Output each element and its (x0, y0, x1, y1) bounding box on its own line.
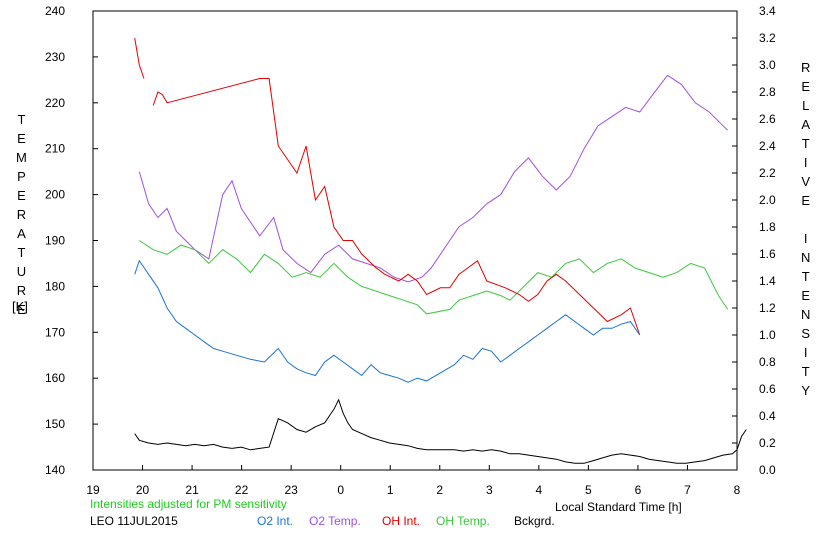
axis-label-letter: S (801, 326, 811, 341)
series-oh-int (134, 37, 641, 336)
left-tick-label: 240 (45, 4, 65, 18)
axis-label-letter: A (801, 117, 811, 132)
axis-label-letter: M (16, 150, 27, 165)
left-tick-label: 170 (45, 325, 65, 339)
right-tick-label: 3.2 (759, 31, 776, 45)
left-tick-label: 180 (45, 279, 65, 293)
axis-label-letter: R (16, 207, 27, 222)
x-tick-label: 8 (734, 483, 741, 497)
axis-label-letter: N (801, 250, 811, 265)
x-tick-label: 20 (136, 483, 150, 497)
left-tick-label: 160 (45, 371, 65, 385)
axis-label-letter: T (17, 112, 26, 127)
right-tick-label: 2.0 (759, 193, 776, 207)
x-tick-label: 3 (486, 483, 493, 497)
left-tick-label: 150 (45, 417, 65, 431)
axis-label-letter: V (801, 174, 811, 189)
left-tick-label: 190 (45, 234, 65, 248)
left-tick-label: 140 (45, 463, 65, 477)
left-axis-unit: [K] (12, 299, 28, 314)
axis-label-letter: T (801, 269, 810, 284)
axis-label-letter: L (802, 98, 810, 113)
legend-bckgrd: Bckgrd. (514, 514, 555, 528)
axis-label-letter: I (803, 231, 808, 246)
axis-label-letter: T (801, 364, 810, 379)
axis-label-letter: T (801, 136, 810, 151)
x-tick-label: 1 (387, 483, 394, 497)
x-tick-label: 5 (585, 483, 592, 497)
x-tick-label: 0 (337, 483, 344, 497)
x-tick-label: 2 (436, 483, 443, 497)
axis-label-letter: I (803, 155, 808, 170)
series-layer (134, 37, 747, 464)
axis-label-letter: P (17, 169, 26, 184)
right-tick-label: 2.6 (759, 112, 776, 126)
axis-label-letter: N (801, 307, 811, 322)
left-tick-label: 200 (45, 188, 65, 202)
x-tick-label: 6 (635, 483, 642, 497)
axis-label-letter (804, 210, 808, 229)
axis-label-letter: R (801, 60, 811, 75)
right-tick-label: 1.4 (759, 274, 776, 288)
x-tick-label: 21 (185, 483, 199, 497)
right-tick-label: 2.2 (759, 166, 776, 180)
x-axis-title: Local Standard Time [h] (555, 500, 682, 514)
station-label: LEO 11JUL2015 (90, 514, 178, 528)
right-tick-label: 0.0 (759, 463, 776, 477)
right-tick-label: 0.4 (759, 409, 776, 423)
series-o2-int (134, 259, 641, 383)
axis-label-letter: E (801, 79, 811, 94)
sensitivity-note: Intensities adjusted for PM sensitivity (90, 497, 287, 511)
axis-label-letter: R (16, 283, 27, 298)
x-tick-label: 23 (284, 483, 298, 497)
axis-label-letter: E (801, 288, 811, 303)
series-oh-temp (139, 240, 729, 315)
series-bckgrd (134, 398, 747, 464)
axis-label-letter: E (17, 188, 26, 203)
right-tick-label: 1.0 (759, 328, 776, 342)
right-tick-label: 0.2 (759, 436, 776, 450)
right-tick-label: 3.0 (759, 58, 776, 72)
x-axis: 19 20 21 22 23 0 1 2 3 4 5 6 7 8 (86, 465, 741, 497)
left-tick-label: 210 (45, 142, 65, 156)
right-tick-label: 3.4 (759, 4, 776, 18)
axis-label-letter: T (17, 245, 26, 260)
legend-oh-temp: OH Temp. (436, 514, 490, 528)
legend-oh-int: OH Int. (382, 514, 421, 528)
axis-label-letter: E (17, 131, 26, 146)
legend-o2-int: O2 Int. (257, 514, 294, 528)
right-tick-label: 0.6 (759, 382, 776, 396)
right-tick-label: 1.2 (759, 301, 776, 315)
x-tick-label: 22 (235, 483, 249, 497)
left-axis: 140 150 160 170 180 190 200 210 220 230 240 (45, 4, 98, 477)
axis-label-letter: I (803, 345, 808, 360)
x-tick-label: 7 (684, 483, 691, 497)
axis-label-letter: Y (801, 383, 811, 398)
axis-label-letter: E (801, 193, 811, 208)
axis-label-letter: E (17, 302, 26, 317)
left-tick-label: 230 (45, 50, 65, 64)
right-tick-label: 0.8 (759, 355, 776, 369)
right-tick-label: 1.6 (759, 247, 776, 261)
axis-label-letter: U (16, 264, 27, 279)
legend-o2-temp: O2 Temp. (309, 514, 361, 528)
series-o2-temp (138, 74, 729, 283)
right-tick-label: 1.8 (759, 220, 776, 234)
plot-frame (92, 10, 738, 471)
x-tick-label: 19 (86, 483, 100, 497)
right-tick-label: 2.8 (759, 85, 776, 99)
x-tick-label: 4 (536, 483, 543, 497)
axis-label-letter: A (17, 226, 26, 241)
left-tick-label: 220 (45, 96, 65, 110)
right-tick-label: 2.4 (759, 139, 776, 153)
right-axis: 0.0 0.2 0.4 0.6 0.8 1.0 1.2 1.4 1.6 1.8 2.0 2.2 2.4 2… (732, 4, 776, 477)
